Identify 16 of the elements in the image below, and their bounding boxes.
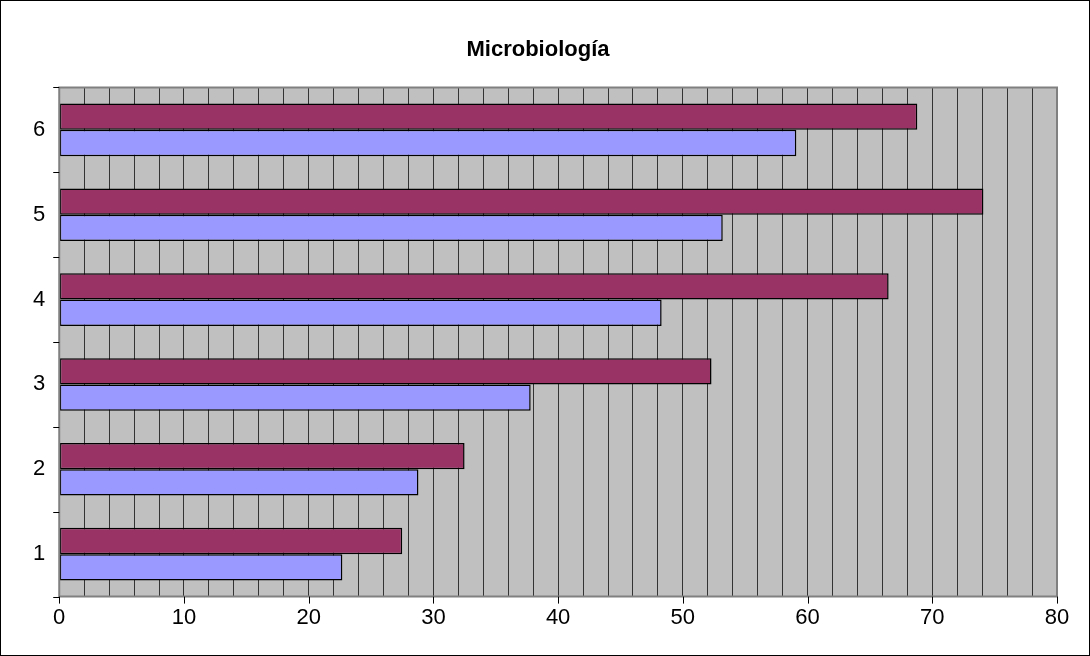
y-tick-label: 1 — [32, 540, 46, 566]
x-tick-label: 10 — [171, 603, 197, 629]
x-tick-label: 40 — [545, 603, 571, 629]
y-tick-label: 6 — [32, 115, 46, 141]
x-tick-label: 20 — [296, 603, 321, 629]
y-tick-label: 2 — [32, 455, 46, 481]
x-tick-label: 70 — [920, 603, 945, 629]
chart-title: Microbiología — [466, 36, 611, 62]
x-tick-label: 30 — [421, 603, 446, 629]
y-tick-label: 4 — [32, 285, 46, 311]
x-tick-label: 50 — [670, 603, 696, 629]
y-tick-label: 3 — [32, 370, 46, 396]
x-tick-label: 80 — [1044, 603, 1070, 629]
y-tick-label: 5 — [32, 200, 46, 226]
x-tick-label: 0 — [53, 603, 66, 629]
x-tick-label: 60 — [795, 603, 820, 629]
